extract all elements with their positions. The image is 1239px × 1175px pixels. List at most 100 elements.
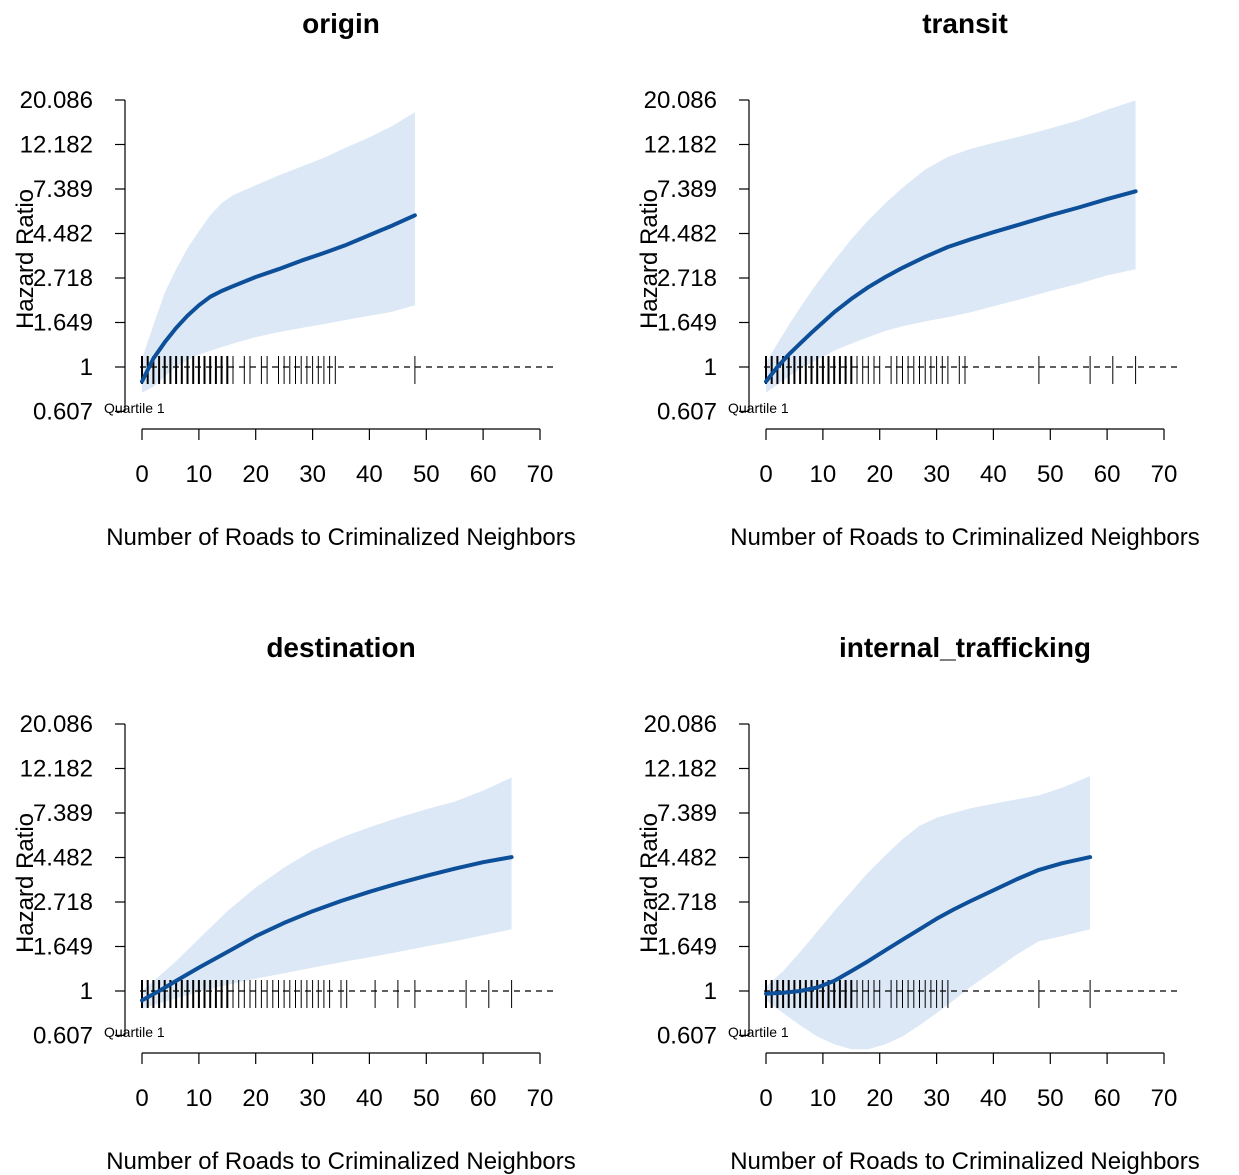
y-tick-label: 20.086 — [20, 87, 93, 114]
x-axis-label: Number of Roads to Criminalized Neighbor… — [730, 1148, 1200, 1175]
y-tick-label: 1.649 — [33, 934, 93, 961]
hazard-ratio-line — [764, 855, 1093, 996]
x-tick-label: 0 — [135, 461, 148, 488]
y-tick-label: 1 — [80, 978, 93, 1005]
y-axis: 20.086 12.182 7.389 4.482 2.718 1.649 1 0.607 — [20, 711, 126, 1049]
y-tick-label: 0.607 — [33, 398, 93, 425]
panel-title: transit — [922, 8, 1008, 39]
x-tick-label: 40 — [356, 461, 383, 488]
y-tick-label: 12.182 — [644, 756, 717, 783]
hazard-ratio-line — [140, 213, 417, 384]
x-tick-label: 0 — [759, 1085, 772, 1112]
y-tick-label: 2.718 — [657, 265, 717, 292]
panel-transit: transit 20.086 12.182 7.389 4.482 2.718 1.649 1… — [636, 8, 1200, 551]
y-tick-label: 2.718 — [33, 265, 93, 292]
x-tick-label: 30 — [923, 1085, 950, 1112]
x-tick-label: 70 — [1151, 1085, 1178, 1112]
y-tick-label: 1 — [704, 978, 717, 1005]
x-tick-label: 60 — [1094, 461, 1121, 488]
y-axis-label: Hazard Ratio — [12, 813, 39, 953]
y-tick-label: 7.389 — [33, 800, 93, 827]
x-axis-label: Number of Roads to Criminalized Neighbor… — [730, 524, 1200, 551]
y-axis: 20.086 12.182 7.389 4.482 2.718 1.649 1 0.607 — [644, 711, 750, 1049]
y-tick-label: 0.607 — [33, 1022, 93, 1049]
x-tick-label: 70 — [1151, 461, 1178, 488]
y-tick-label: 12.182 — [644, 132, 717, 159]
x-tick-label: 50 — [1037, 1085, 1064, 1112]
panel-title: destination — [266, 632, 415, 663]
confidence-band — [142, 777, 512, 1009]
y-tick-label: 1 — [80, 354, 93, 381]
x-tick-label: 20 — [866, 1085, 893, 1112]
y-axis-label: Hazard Ratio — [636, 189, 663, 329]
y-tick-label: 7.389 — [657, 800, 717, 827]
y-tick-label: 2.718 — [657, 889, 717, 916]
x-tick-label: 60 — [1094, 1085, 1121, 1112]
x-tick-label: 50 — [413, 1085, 440, 1112]
hazard-ratio-line — [140, 855, 514, 1003]
rug — [765, 356, 1137, 384]
x-tick-label: 40 — [980, 1085, 1007, 1112]
y-tick-label: 4.482 — [33, 845, 93, 872]
x-axis: 0 10 20 30 40 50 60 70 — [759, 428, 1178, 488]
y-tick-label: 7.389 — [33, 176, 93, 203]
x-tick-label: 70 — [527, 1085, 554, 1112]
x-tick-label: 50 — [1037, 461, 1064, 488]
y-tick-label: 12.182 — [20, 132, 93, 159]
rug — [141, 356, 416, 384]
x-axis: 0 10 20 30 40 50 60 70 — [759, 1052, 1178, 1112]
x-tick-label: 40 — [980, 461, 1007, 488]
x-tick-label: 40 — [356, 1085, 383, 1112]
x-tick-label: 70 — [527, 461, 554, 488]
panel-internal-trafficking: internal_trafficking 20.086 12.182 7.389 4.4… — [636, 632, 1200, 1175]
y-tick-label: 20.086 — [20, 711, 93, 738]
x-tick-label: 60 — [470, 1085, 497, 1112]
x-tick-label: 60 — [470, 461, 497, 488]
y-tick-label: 2.718 — [33, 889, 93, 916]
x-axis-label: Number of Roads to Criminalized Neighbor… — [106, 1148, 576, 1175]
y-axis-label: Hazard Ratio — [636, 813, 663, 953]
x-tick-label: 30 — [299, 1085, 326, 1112]
x-tick-label: 10 — [810, 461, 837, 488]
y-axis: 20.086 12.182 7.389 4.482 2.718 1.649 1 0.607 — [644, 87, 750, 425]
hazard-ratio-line — [764, 189, 1138, 384]
panel-destination: destination 20.086 12.182 7.389 4.482 2.718 1.… — [12, 632, 576, 1175]
y-tick-label: 4.482 — [657, 221, 717, 248]
x-tick-label: 20 — [242, 461, 269, 488]
y-tick-label: 4.482 — [657, 845, 717, 872]
y-tick-label: 1 — [704, 354, 717, 381]
x-axis: 0 10 20 30 40 50 60 70 — [135, 428, 554, 488]
y-tick-label: 4.482 — [33, 221, 93, 248]
rug — [141, 980, 513, 1008]
y-tick-label: 20.086 — [644, 711, 717, 738]
panel-title: origin — [302, 8, 380, 39]
quartile-annotation: Quartile 1 — [728, 1024, 789, 1040]
y-tick-label: 1.649 — [657, 934, 717, 961]
x-tick-label: 10 — [186, 1085, 213, 1112]
y-axis: 20.086 12.182 7.389 4.482 2.718 1.649 1 0.607 — [20, 87, 126, 425]
panel-origin: origin20.08612.1827.3894.4822.7181.64910… — [12, 8, 576, 551]
x-tick-label: 10 — [810, 1085, 837, 1112]
y-tick-label: 12.182 — [20, 756, 93, 783]
x-tick-label: 20 — [242, 1085, 269, 1112]
y-tick-label: 0.607 — [657, 1022, 717, 1049]
y-axis-label: Hazard Ratio — [12, 189, 39, 329]
x-tick-label: 30 — [299, 461, 326, 488]
quartile-annotation: Quartile 1 — [104, 1024, 165, 1040]
x-tick-label: 20 — [866, 461, 893, 488]
y-tick-label: 20.086 — [644, 87, 717, 114]
y-tick-label: 7.389 — [657, 176, 717, 203]
confidence-band — [142, 112, 415, 393]
x-tick-label: 0 — [135, 1085, 148, 1112]
x-axis: 0 10 20 30 40 50 60 70 — [135, 1052, 554, 1112]
quartile-annotation: Quartile 1 — [728, 400, 789, 416]
panel-title: internal_trafficking — [839, 632, 1091, 663]
x-tick-label: 50 — [413, 461, 440, 488]
x-tick-label: 0 — [759, 461, 772, 488]
x-tick-label: 10 — [186, 461, 213, 488]
confidence-band — [766, 776, 1091, 1050]
x-axis-label: Number of Roads to Criminalized Neighbor… — [106, 524, 576, 551]
x-tick-label: 30 — [923, 461, 950, 488]
y-tick-label: 1.649 — [33, 310, 93, 337]
